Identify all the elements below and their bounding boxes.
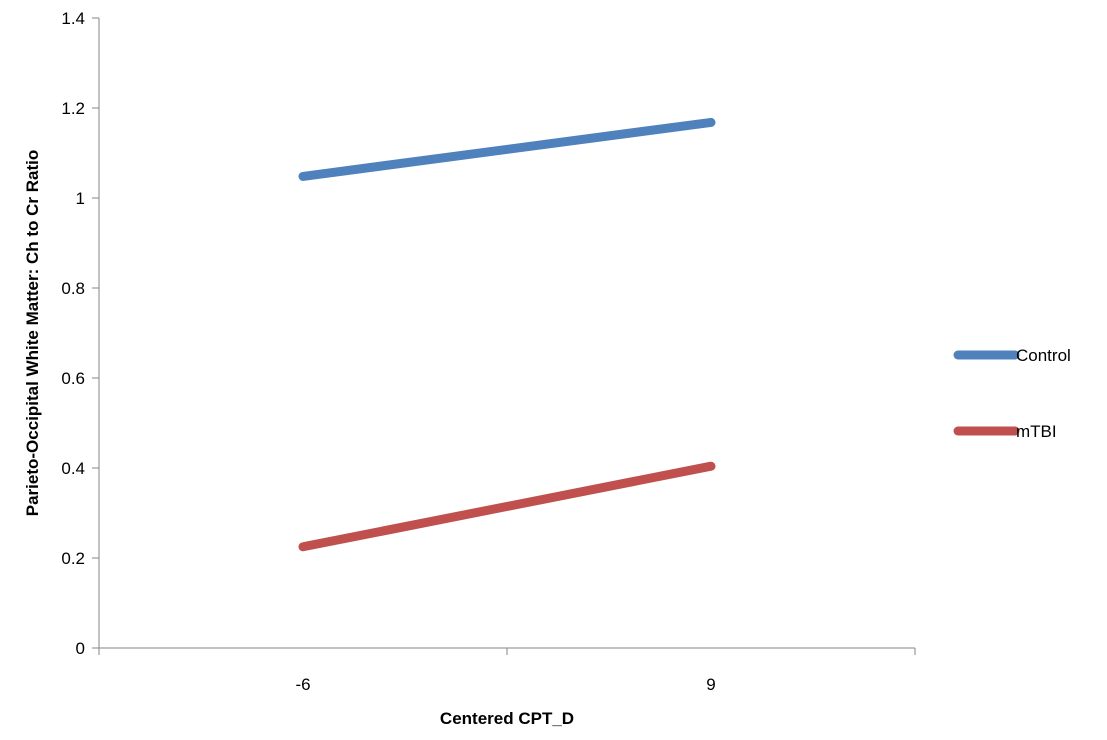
y-axis-ticks: 0 0.2 0.4 0.6 0.8 1 1.2 1.4 (61, 9, 99, 658)
y-tick-label: 0.6 (61, 369, 85, 388)
legend-label-control: Control (1016, 346, 1071, 365)
x-axis-title: Centered CPT_D (440, 709, 574, 728)
y-tick-label: 0 (76, 639, 85, 658)
series-line-mtbi (298, 461, 716, 552)
y-tick-label: 1 (76, 189, 85, 208)
x-axis-ticks: -6 9 (98, 648, 916, 694)
series-line-control (298, 117, 716, 181)
x-tick-label: -6 (295, 675, 310, 694)
y-tick-label: 0.8 (61, 279, 85, 298)
y-axis-title: Parieto-Occipital White Matter: Ch to Cr… (23, 150, 42, 516)
legend: Control mTBI (953, 346, 1071, 441)
y-tick-label: 1.2 (61, 99, 85, 118)
y-tick-label: 0.4 (61, 459, 85, 478)
legend-label-mtbi: mTBI (1016, 422, 1057, 441)
y-tick-label: 1.4 (61, 9, 85, 28)
series-lines (298, 117, 716, 552)
y-tick-label: 0.2 (61, 549, 85, 568)
x-tick-label: 9 (706, 675, 715, 694)
